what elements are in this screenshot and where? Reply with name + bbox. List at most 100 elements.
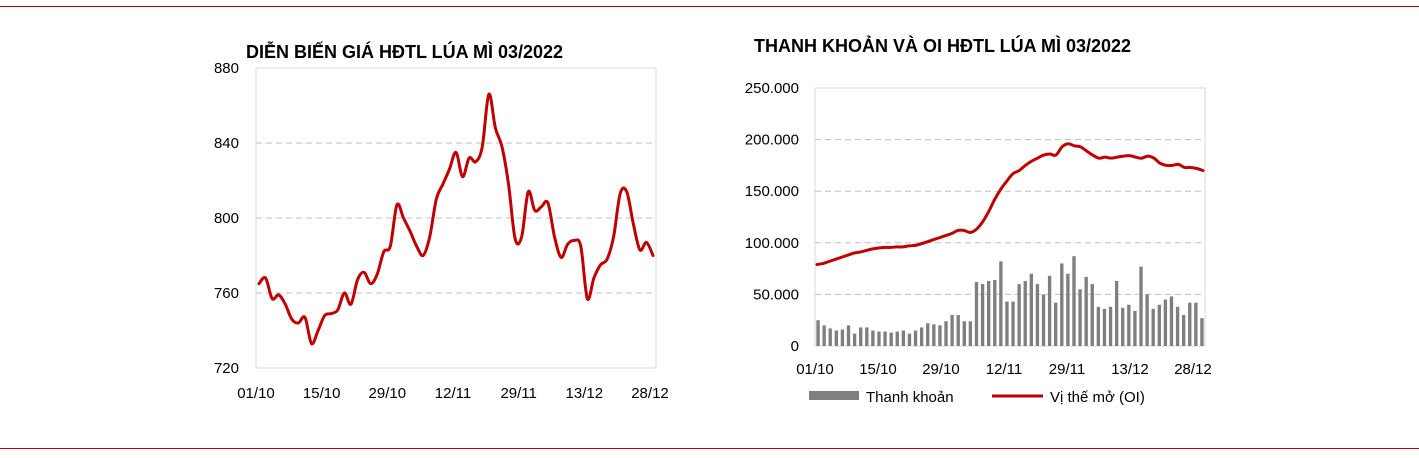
chart2-xtick-label: 29/11 [1049,361,1085,378]
chart2-liquidity-bar [846,325,851,346]
chart2-liquidity-bar [1029,273,1033,346]
chart1-xtick-label: 01/10 [237,385,275,402]
chart2-liquidity-bar [1047,275,1052,346]
chart1-xtick-label: 15/10 [303,385,341,402]
chart1-xtick-label: 13/12 [566,385,604,402]
chart2-ytick-label: 200.000 [745,132,799,149]
chart2-liquidity-bar [968,321,973,346]
chart2-liquidity-bar [1005,301,1009,346]
chart2-liquidity-bar [1072,256,1076,346]
chart2-liquidity-bar [1054,302,1058,346]
chart2-liquidity-bar [944,321,948,346]
chart2-liquidity-bar [828,328,832,346]
chart2-liquidity-bar [1200,318,1204,346]
chart2-liquidity-bar [1145,294,1149,346]
chart2-liquidity-bar [950,315,954,346]
chart2-xtick-label: 13/12 [1111,361,1149,378]
chart2-liquidity-bar [1060,263,1064,346]
chart2-liquidity-bar [816,320,820,346]
chart2-liquidity-bar [1157,304,1161,346]
chart2-ytick-label: 150.000 [745,183,799,200]
chart2-liquidity-bar [1108,306,1113,346]
chart2-liquidity-bar [980,284,985,346]
chart2-liquidity-bar [1035,284,1040,346]
chart2-liquidity-bar [822,325,826,346]
chart2-ytick-label: 50.000 [753,286,799,303]
legend-oi-label: Vị thế mở (OI) [1050,389,1145,406]
chart2-liquidity-bar [919,327,924,346]
chart2-liquidity-bar [895,331,899,346]
bottom-rule [0,448,1419,449]
chart2-liquidity-bar [871,330,875,346]
chart2-liquidity-bar [938,325,942,346]
chart2-liquidity-bar [962,321,966,346]
chart2-liquidity-bar [1182,315,1186,346]
chart2-liquidity-bar [1188,302,1192,346]
chart2-liquidity-bar [852,333,857,346]
legend-liquidity-swatch [809,391,859,400]
chart1-ytick-label: 720 [214,360,239,377]
chart2-liquidity-bar [877,331,881,346]
chart2-xtick-label: 12/11 [986,361,1022,378]
chart2-liquidity-bar [1163,299,1168,346]
chart2-xtick-label: 29/10 [922,361,960,378]
chart2-liquidity-bar [993,279,997,346]
chart2-plot-area [814,87,1206,347]
chart2-liquidity-bar [999,261,1003,346]
chart2-liquidity-bar [974,282,979,346]
chart2-ytick-label: 100.000 [745,235,799,252]
chart2-xtick-label: 28/12 [1174,361,1212,378]
chart2-liquidity-bar [1102,308,1107,346]
legend-liquidity-label: Thanh khoản [866,389,954,406]
chart1-xtick-label: 12/11 [435,385,471,402]
chart1-title: DIỄN BIẾN GIÁ HĐTL LÚA MÌ 03/2022 [246,42,564,62]
chart2-liquidity-bar [1023,280,1027,346]
chart2-liquidity-bar [1090,284,1094,346]
chart2-liquidity-bar [987,280,991,346]
chart1-ytick-label: 880 [214,60,239,77]
chart2-liquidity-bar [932,324,936,346]
chart2-liquidity-bar [883,331,887,346]
chart2-liquidity-bar [1121,307,1125,346]
chart2-liquidity-bar [1133,310,1137,346]
chart2-xtick-label: 15/10 [859,361,897,378]
chart1-ytick-label: 840 [214,135,239,152]
chart2-liquidity-bar [1066,273,1070,346]
chart2-liquidity-bar [1078,289,1082,346]
chart2-liquidity-bar [859,327,863,346]
chart1-ytick-label: 760 [214,285,239,302]
chart2-liquidity-bar [1041,294,1046,346]
chart2-liquidity-bar [913,330,918,346]
chart1-xtick-label: 28/12 [631,385,669,402]
chart2-liquidity-bar [1096,306,1101,346]
chart2-liquidity-bar [926,323,930,346]
chart2-ytick-label: 0 [791,338,799,355]
chart2-liquidity-bar [1084,276,1088,346]
chart2-liquidity-bar [1017,284,1021,346]
chart2-liquidity-bar [956,315,960,346]
chart2-liquidity-bar [1194,302,1198,346]
chart1-xtick-label: 29/11 [500,385,536,402]
chart2-liquidity-bar [834,330,838,346]
chart2-liquidity-bar [840,329,845,346]
chart2-liquidity-bar [1139,266,1143,346]
chart2-liquidity-bar [1127,304,1131,346]
chart1-ytick-label: 800 [214,210,239,227]
chart2-liquidity-bar [1151,308,1155,346]
chart2-title: THANH KHOẢN VÀ OI HĐTL LÚA MÌ 03/2022 [754,36,1132,56]
chart1-xtick-label: 29/10 [369,385,407,402]
chart2-liquidity-bar [889,332,893,346]
chart1-price-line [257,92,655,346]
chart2-liquidity-bar [1175,306,1180,346]
chart2-liquidity-bar [865,327,869,346]
chart2-ytick-label: 250.000 [745,80,799,97]
chart2-liquidity-bar [1169,296,1174,346]
chart2-liquidity-bar [901,330,906,346]
chart2-liquidity-bar [1011,301,1015,346]
top-rule [0,6,1419,7]
chart2-liquidity-bar [907,333,912,346]
chart2-xtick-label: 01/10 [796,361,834,378]
chart2-oi-line [815,142,1205,266]
chart2-liquidity-bar [1114,280,1119,346]
